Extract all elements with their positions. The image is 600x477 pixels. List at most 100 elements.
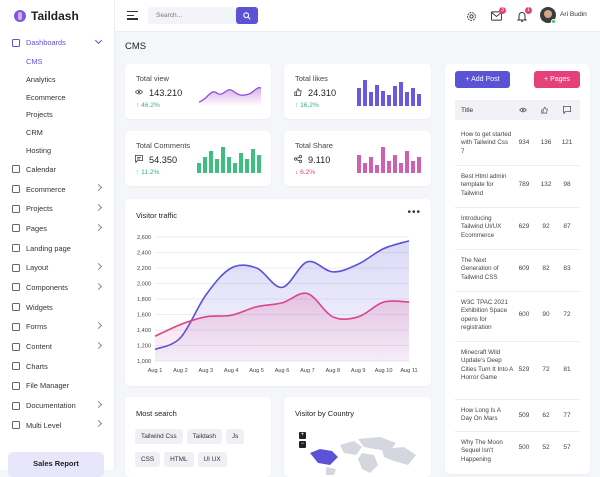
- table-row[interactable]: The Next Generation of Tailwind CSS 609 …: [455, 252, 580, 292]
- chevron-right-icon: [94, 282, 103, 290]
- sidebar-item-multi-level[interactable]: Multi Level: [0, 415, 115, 435]
- bell-badge: 1: [525, 7, 532, 14]
- post-title[interactable]: Introducing Tailwind UI/UX Ecommerce: [461, 215, 502, 239]
- sidebar-item-pages[interactable]: Pages: [0, 219, 115, 239]
- sidebar-item-forms[interactable]: Forms: [0, 317, 115, 337]
- post-comments: 98: [563, 181, 571, 188]
- pages-button[interactable]: + Pages: [534, 71, 580, 88]
- mail-icon[interactable]: 3: [491, 7, 506, 21]
- post-comments: 81: [563, 366, 571, 373]
- sidebar-item-dashboards[interactable]: Dashboards: [0, 33, 115, 53]
- post-likes: 52: [542, 444, 550, 451]
- chevron-right-icon: [94, 203, 103, 211]
- sidebar-subitem-ecommerce[interactable]: Ecommerce: [26, 92, 66, 102]
- sidebar-subitem-crm[interactable]: CRM: [26, 128, 43, 138]
- more-options-icon[interactable]: •••: [407, 207, 421, 218]
- post-title[interactable]: How to get started with Tailwind Css 7: [461, 131, 512, 155]
- chevron-right-icon: [94, 262, 103, 270]
- title-header[interactable]: Title: [461, 107, 474, 114]
- settings-icon[interactable]: [466, 11, 476, 21]
- sidebar-item-documentation[interactable]: Documentation: [0, 396, 115, 416]
- search-tags: Tailwind Css Taildash Js CSS HTML UI UX: [135, 429, 265, 475]
- add-post-button[interactable]: + Add Post: [455, 71, 510, 88]
- sidebar-subitem-projects[interactable]: Projects: [26, 110, 53, 120]
- search-tag[interactable]: Taildash: [186, 429, 222, 444]
- stat-card-views: Total view 143.210 ↑ 46.2%: [125, 64, 271, 119]
- search-tag[interactable]: Js: [225, 429, 245, 444]
- sidebar-nav: Dashboards CMS Analytics Ecommerce Proje…: [0, 33, 115, 435]
- app-title: Taildash: [31, 9, 79, 23]
- search-tag[interactable]: CSS: [135, 452, 161, 467]
- table-row[interactable]: Best Html admin template for Tailwind 78…: [455, 168, 580, 208]
- visitor-country-card: Visitor by Country + −: [284, 397, 431, 477]
- search-bar: [148, 7, 258, 24]
- visitor-traffic-card: Visitor traffic ••• 1,000 1,200 1,400 1,600…: [125, 199, 431, 386]
- eye-icon: [135, 89, 143, 95]
- post-title[interactable]: How Long Is A Day On Mars: [461, 407, 501, 423]
- sidebar-item-layout[interactable]: Layout: [0, 258, 115, 278]
- comment-icon: [135, 155, 143, 163]
- menu-toggle-icon[interactable]: [127, 11, 138, 20]
- sidebar-item-ecommerce[interactable]: Ecommerce: [0, 179, 115, 199]
- sidebar-subitem-hosting[interactable]: Hosting: [26, 146, 52, 156]
- post-title[interactable]: The Next Generation of Tailwind CSS: [461, 257, 499, 281]
- post-title[interactable]: Minecraft Wild Update's Deep Cities Turn…: [461, 349, 513, 382]
- thumbs-up-icon: [541, 106, 548, 114]
- most-search-card: Most search Tailwind Css Taildash Js CSS HTM…: [125, 397, 271, 477]
- table-row[interactable]: How Long Is A Day On Mars 509 62 77: [455, 402, 580, 432]
- sidebar-item-content[interactable]: Content: [0, 337, 115, 357]
- x-tick-label: Aug 7: [300, 368, 315, 374]
- y-tick-label: 2,000: [137, 282, 151, 288]
- post-views: 600: [518, 311, 530, 318]
- search-tag[interactable]: Tailwind Css: [135, 429, 183, 444]
- x-tick-label: Aug 8: [325, 368, 340, 374]
- post-likes: 92: [542, 223, 550, 230]
- table-row[interactable]: How to get started with Tailwind Css 7 9…: [455, 126, 580, 166]
- sidebar-item-file-manager[interactable]: File Manager: [0, 376, 115, 396]
- chevron-right-icon: [94, 184, 103, 192]
- chart-icon: [12, 362, 20, 371]
- sidebar-item-widgets[interactable]: Widgets: [0, 297, 115, 317]
- zoom-in-icon[interactable]: +: [299, 432, 306, 439]
- user-name[interactable]: Ari Budin: [560, 11, 587, 18]
- post-likes: 136: [540, 139, 552, 146]
- post-likes: 62: [542, 412, 550, 419]
- sidebar-item-components[interactable]: Components: [0, 278, 115, 298]
- table-row[interactable]: Why The Moon Sequel Isn't Happening 500 …: [455, 434, 580, 474]
- layout-icon: [12, 263, 20, 272]
- stat-value: 9.110: [308, 155, 331, 165]
- sidebar-item-charts[interactable]: Charts: [0, 356, 115, 376]
- zoom-out-icon[interactable]: −: [299, 441, 306, 448]
- post-title[interactable]: Best Html admin template for Tailwind: [461, 173, 507, 197]
- sidebar-subitem-analytics[interactable]: Analytics: [26, 74, 56, 84]
- sales-report-card[interactable]: Sales Report: [8, 452, 104, 477]
- stat-card-share: Total Share 9.110 ↓ 6.2%: [284, 131, 431, 186]
- thumbs-up-icon: [294, 88, 302, 96]
- post-title[interactable]: W3C TPAC 2021 Exhibition Space opens for…: [461, 299, 508, 332]
- sidebar-item-landing-page[interactable]: Landing page: [0, 238, 115, 258]
- search-input[interactable]: [148, 7, 236, 24]
- widgets-icon: [12, 303, 20, 312]
- y-tick-label: 2,400: [137, 251, 151, 257]
- sidebar-subitem-cms[interactable]: CMS: [26, 57, 43, 67]
- content-icon: [12, 342, 20, 351]
- table-row[interactable]: Minecraft Wild Update's Deep Cities Turn…: [455, 344, 580, 400]
- sidebar-item-calendar[interactable]: Calendar: [0, 159, 115, 179]
- table-row[interactable]: W3C TPAC 2021 Exhibition Space opens for…: [455, 294, 580, 342]
- stat-value: 143.210: [149, 88, 183, 98]
- table-row[interactable]: Introducing Tailwind UI/UX Ecommerce 629…: [455, 210, 580, 250]
- brand[interactable]: Taildash: [14, 9, 79, 23]
- search-tag[interactable]: UI UX: [197, 452, 227, 467]
- y-tick-label: 1,000: [137, 359, 151, 365]
- eye-icon: [519, 107, 527, 113]
- post-comments: 83: [563, 265, 571, 272]
- visitor-country-title: Visitor by Country: [295, 409, 355, 418]
- post-likes: 132: [540, 181, 552, 188]
- sidebar-item-projects[interactable]: Projects: [0, 199, 115, 219]
- dashboard-icon: [12, 38, 20, 47]
- bell-icon[interactable]: 1: [516, 7, 532, 22]
- search-tag[interactable]: HTML: [164, 452, 194, 467]
- post-comments: 72: [563, 311, 571, 318]
- search-button[interactable]: [236, 7, 258, 24]
- post-title[interactable]: Why The Moon Sequel Isn't Happening: [461, 439, 503, 463]
